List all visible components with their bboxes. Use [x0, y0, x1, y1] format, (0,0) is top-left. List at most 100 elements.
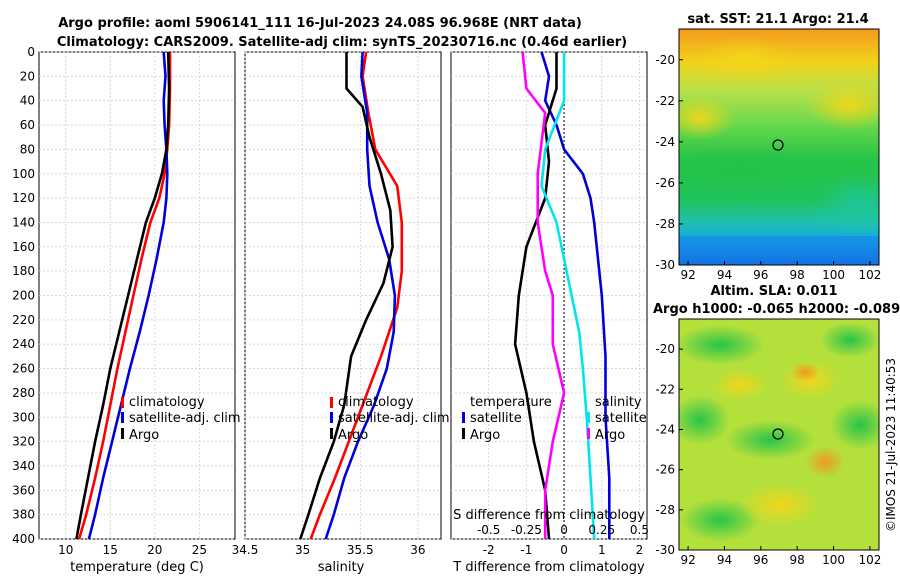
map-y-tick-label: -24	[655, 422, 675, 436]
legend-title-temperature: temperature	[470, 395, 552, 410]
difference-legend-salinity: salinity satellite Argo	[587, 395, 647, 443]
s-diff-tick-label: 0.5	[630, 523, 649, 537]
legend-swatch-satellite	[121, 412, 124, 423]
map-x-tick-label: 92	[680, 268, 695, 282]
y-tick-label: 280	[12, 386, 35, 400]
legend-label-s-satellite: satellite	[595, 411, 647, 426]
legend-swatch-satellite	[330, 412, 333, 423]
temperature-panel: 0 20 40 60 80 100 120 140 160 180 200 220 240 260 280 3…	[12, 45, 241, 575]
difference-legend-temperature: temperature satellite Argo	[462, 395, 552, 443]
sla-map-image	[679, 319, 879, 550]
sla-map-title-line1: Altim. SLA: 0.011	[711, 284, 838, 299]
y-tick-label: 180	[12, 264, 35, 278]
figure-title-line2: Climatology: CARS2009. Satellite-adj cli…	[57, 35, 627, 50]
y-tick-label: 360	[12, 483, 35, 497]
map-y-tick-label: -30	[655, 258, 675, 272]
legend-label-argo: Argo	[338, 428, 368, 443]
y-tick-label: 220	[12, 313, 35, 327]
map-x-tick-label: 98	[790, 553, 805, 567]
map-x-tick-label: 102	[858, 268, 881, 282]
legend-label-climatology: climatology	[338, 395, 414, 410]
series-line-s-satellite	[540, 52, 596, 540]
legend-swatch-climatology	[121, 397, 124, 408]
s-diff-tick-label: -0.25	[511, 523, 542, 537]
legend-label-argo: Argo	[129, 428, 159, 443]
legend-swatch-argo	[330, 428, 333, 439]
imos-timestamp: ©IMOS 21-Jul-2023 11:40:53	[884, 358, 898, 532]
y-tick-label: 240	[12, 337, 35, 351]
x-tick-label: 20	[147, 543, 162, 557]
y-tick-label: 140	[12, 215, 35, 229]
salinity-legend: climatology satellite-adj. clim Argo	[330, 395, 450, 443]
map-x-tick-label: 100	[822, 268, 845, 282]
series-line-satellite-adj-clim	[87, 51, 169, 540]
series-line-t-satellite	[540, 51, 611, 539]
figure-title-line1: Argo profile: aoml 5906141_111 16-Jul-20…	[58, 16, 582, 31]
legend-label-satellite: satellite-adj. clim	[129, 411, 241, 426]
legend-swatch-argo	[121, 428, 124, 439]
x-tick-label: 0	[560, 543, 568, 557]
y-tick-label: 320	[12, 435, 35, 449]
temperature-legend: climatology satellite-adj. clim Argo	[121, 395, 241, 443]
salinity-xlabel: salinity	[318, 560, 365, 575]
map-y-tick-label: -22	[655, 94, 675, 108]
legend-label-s-argo: Argo	[595, 428, 625, 443]
y-tick-label: 100	[12, 167, 35, 181]
y-tick-label: 300	[12, 410, 35, 424]
difference-panel: -2 -1 0 1 2 -0.5 -0.25 0 0.25 0.5 T difference fr…	[450, 51, 649, 575]
legend-swatch-climatology	[330, 397, 333, 408]
s-diff-tick-label: 0.25	[588, 523, 615, 537]
x-tick-label: 25	[192, 543, 207, 557]
y-tick-label: 260	[12, 362, 35, 376]
legend-title-salinity: salinity	[595, 395, 642, 410]
y-tick-label: 340	[12, 459, 35, 473]
map-y-tick-label: -20	[655, 53, 675, 67]
y-tick-label: 400	[12, 532, 35, 546]
series-line-argo	[299, 52, 394, 540]
legend-swatch-s-argo	[587, 428, 590, 439]
temperature-xlabel: temperature (deg C)	[70, 560, 204, 575]
argo-location-marker	[772, 139, 784, 151]
legend-swatch-t-argo	[462, 428, 465, 439]
argo-location-marker	[772, 428, 784, 440]
y-tick-label: 200	[12, 289, 35, 303]
x-tick-label: 36	[410, 543, 425, 557]
legend-label-t-satellite: satellite	[470, 411, 522, 426]
series-line-t-argo	[513, 52, 558, 540]
map-y-tick-label: -20	[655, 342, 675, 356]
y-tick-label: 160	[12, 240, 35, 254]
legend-label-satellite: satellite-adj. clim	[338, 411, 450, 426]
y-tick-label: 0	[27, 45, 35, 59]
map-x-tick-label: 96	[753, 553, 768, 567]
sst-map-panel: sat. SST: 21.1 Argo: 21.4 92 94 96 98 100 102…	[655, 12, 881, 282]
s-diff-tick-label: -0.5	[477, 523, 500, 537]
y-tick-label: 60	[20, 118, 35, 132]
x-tick-label: 10	[58, 543, 73, 557]
x-tick-label: -1	[520, 543, 532, 557]
legend-label-t-argo: Argo	[470, 428, 500, 443]
y-tick-label: 20	[20, 69, 35, 83]
sst-map-image	[679, 29, 879, 265]
x-tick-label: 35.5	[347, 543, 374, 557]
map-y-tick-label: -30	[655, 543, 675, 557]
sla-map-title-line2: Argo h1000: -0.065 h2000: -0.089	[653, 302, 900, 317]
y-tick-label: 40	[20, 94, 35, 108]
series-line-argo	[75, 51, 171, 540]
map-x-tick-label: 96	[753, 268, 768, 282]
map-y-tick-label: -28	[655, 503, 675, 517]
difference-xlabel: T difference from climatology	[452, 560, 645, 575]
difference-xlabel-top: S difference from climatology	[453, 508, 645, 523]
legend-swatch-s-satellite	[587, 412, 590, 423]
map-y-tick-label: -26	[655, 176, 675, 190]
series-line-s-argo	[521, 51, 566, 539]
map-x-tick-label: 98	[790, 268, 805, 282]
map-y-tick-label: -24	[655, 135, 675, 149]
s-diff-tick-label: 0	[560, 523, 568, 537]
map-x-tick-label: 100	[822, 553, 845, 567]
y-tick-label: 380	[12, 508, 35, 522]
map-y-tick-label: -28	[655, 217, 675, 231]
series-line-climatology	[309, 51, 404, 540]
y-tick-label: 120	[12, 191, 35, 205]
x-tick-label: 2	[636, 543, 644, 557]
